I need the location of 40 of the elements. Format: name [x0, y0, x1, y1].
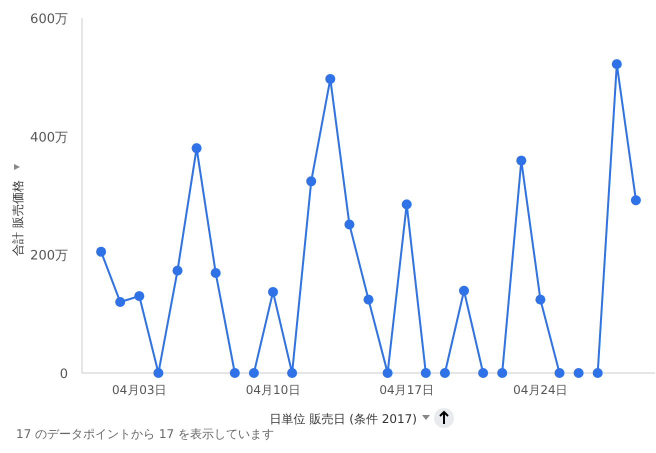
- text: 17 のデータポイントから 17 を表示しています: [16, 427, 274, 441]
- point: [134, 291, 144, 302]
- point: [230, 368, 240, 378]
- point: [325, 74, 336, 84]
- point: [420, 368, 431, 378]
- point: [574, 368, 584, 378]
- point: [630, 195, 641, 206]
- y-axis-title: 合計 販売価格: [11, 180, 25, 256]
- point: [612, 59, 622, 70]
- y-tick-label: 0: [60, 367, 68, 382]
- point: [478, 368, 488, 378]
- point: [192, 143, 202, 154]
- point: [153, 368, 164, 378]
- point: [497, 368, 508, 378]
- point: [554, 368, 564, 378]
- point: [592, 368, 603, 378]
- point: [268, 286, 278, 297]
- point: [459, 286, 469, 296]
- point: [364, 294, 374, 305]
- y-tick-label: 200万: [30, 248, 68, 264]
- point: [96, 246, 106, 257]
- point: [440, 368, 450, 378]
- point: [210, 268, 221, 278]
- x-axis-title: 日単位 販売日 (条件 2017): [270, 412, 417, 426]
- x-tick-label: 04月24日: [513, 383, 568, 397]
- point: [535, 294, 546, 305]
- x-tick-label: 04月03日: [112, 383, 167, 397]
- point: [344, 219, 354, 230]
- point: [287, 368, 298, 378]
- x-tick-label: 04月17日: [379, 383, 434, 397]
- point: [402, 199, 412, 210]
- y-tick-label: 400万: [30, 130, 68, 146]
- point: [115, 297, 126, 307]
- point: [172, 266, 182, 276]
- point: [248, 368, 259, 378]
- point: [382, 368, 393, 378]
- point: [306, 176, 316, 186]
- y-tick-label: 600万: [30, 12, 68, 27]
- x-tick-label: 04月10日: [246, 383, 300, 397]
- point: [516, 156, 526, 166]
